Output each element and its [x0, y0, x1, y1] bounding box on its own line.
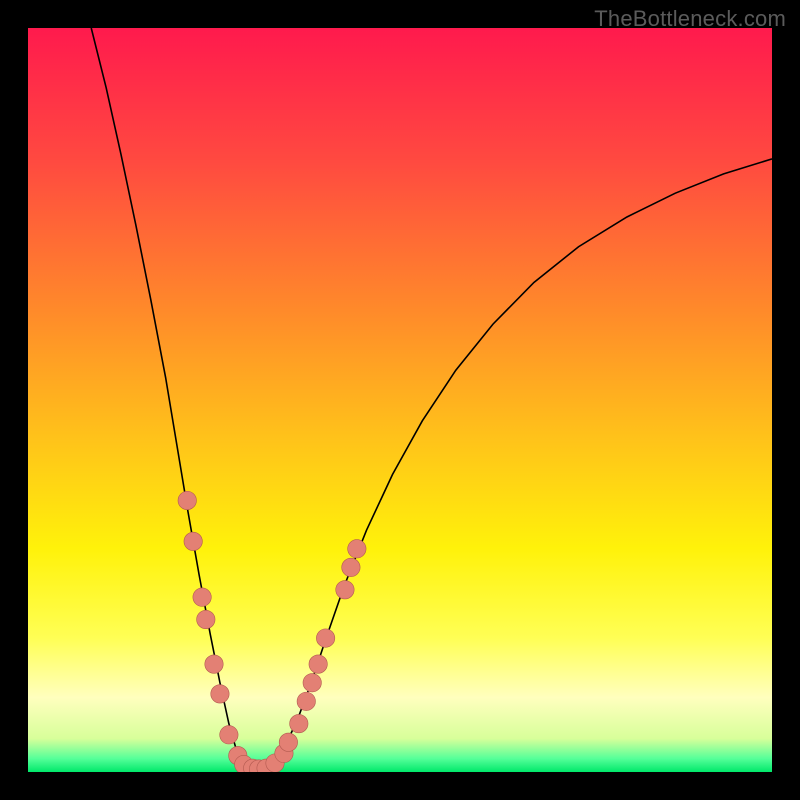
cluster-dot	[205, 655, 223, 673]
chart-svg	[28, 28, 772, 772]
cluster-dot	[178, 491, 196, 509]
cluster-dot	[211, 685, 229, 703]
cluster-dot	[197, 610, 215, 628]
cluster-dot	[290, 714, 308, 732]
cluster-dot	[309, 655, 327, 673]
cluster-dot	[279, 733, 297, 751]
cluster-dot	[303, 674, 321, 692]
watermark-text: TheBottleneck.com	[594, 6, 786, 32]
cluster-dot	[220, 726, 238, 744]
cluster-dot	[348, 540, 366, 558]
cluster-dot	[193, 588, 211, 606]
cluster-dot	[316, 629, 334, 647]
cluster-dot	[184, 532, 202, 550]
cluster-dot	[336, 581, 354, 599]
cluster-dot	[297, 692, 315, 710]
plot-area	[28, 28, 772, 772]
chart-background	[28, 28, 772, 772]
cluster-dot	[342, 558, 360, 576]
